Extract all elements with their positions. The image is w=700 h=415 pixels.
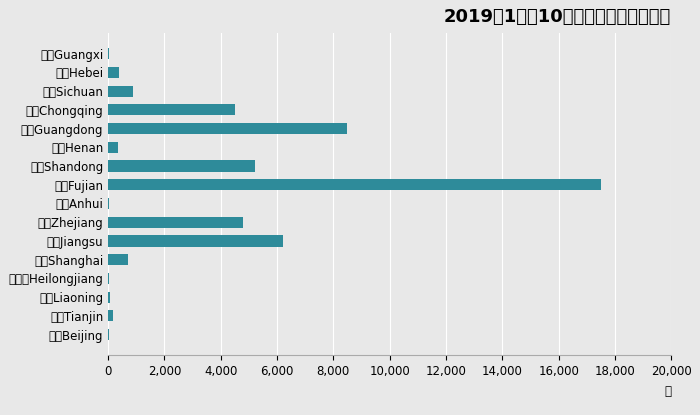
Bar [108, 85, 134, 97]
Bar [108, 142, 118, 153]
Bar [108, 123, 347, 134]
Bar [108, 273, 109, 284]
Text: 2019年1月至10月各省累计鱼油进口量: 2019年1月至10月各省累计鱼油进口量 [444, 8, 671, 26]
Bar [108, 235, 283, 247]
Bar [108, 161, 255, 172]
Bar [108, 198, 109, 209]
Bar [108, 254, 128, 265]
Bar [108, 48, 109, 59]
Bar [108, 310, 113, 322]
Bar [108, 67, 119, 78]
Bar [108, 217, 243, 228]
Bar [108, 179, 601, 190]
Bar [108, 104, 234, 115]
Bar [108, 291, 110, 303]
Text: 吨: 吨 [664, 386, 671, 398]
